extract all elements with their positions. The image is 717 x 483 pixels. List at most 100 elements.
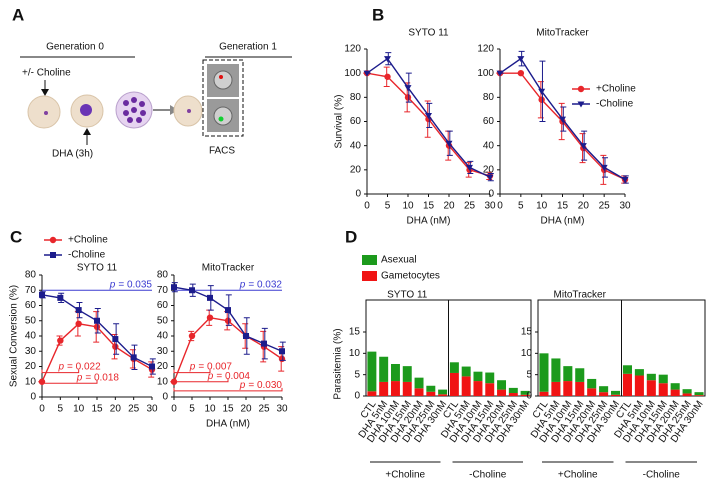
y-tick-label: 80 [483, 92, 495, 103]
bar-segment [508, 387, 518, 394]
marker [94, 317, 100, 324]
bar-segment [426, 385, 436, 392]
marker [404, 94, 412, 101]
y-tick-label: 10 [349, 348, 361, 359]
bar-segment [485, 372, 495, 384]
treatment-label: +/- Choline [22, 68, 71, 79]
p-label: = 0.032 [248, 279, 282, 290]
marker [486, 174, 494, 181]
schizont [123, 97, 146, 123]
series-line [366, 72, 491, 177]
y-tick-label: 40 [350, 140, 362, 151]
marker [466, 164, 473, 171]
bar-segment [670, 389, 680, 396]
y-axis-label: Sexual Conversion (%) [9, 285, 20, 387]
y-tick-label: 20 [157, 361, 169, 372]
marker [384, 73, 391, 80]
panel-label: A [12, 5, 24, 24]
bar-segment [551, 358, 561, 382]
p-value: p = 0.018 [76, 372, 120, 383]
x-tick-label: 30 [619, 201, 631, 212]
marker [577, 85, 585, 93]
p-symbol: p [207, 370, 214, 381]
p-value: p = 0.032 [239, 279, 283, 290]
bar-segment [379, 381, 389, 396]
marker [600, 164, 608, 171]
y-tick-label: 20 [483, 164, 495, 175]
marker [171, 284, 177, 291]
y-tick-label: 40 [157, 331, 169, 342]
p-value: p = 0.035 [109, 279, 153, 290]
marker [577, 101, 585, 108]
bar-segment [426, 391, 436, 396]
group-label: -Choline [469, 470, 507, 481]
y-tick-label: 80 [350, 92, 362, 103]
bracket [173, 369, 211, 374]
x-tick-label: 0 [497, 201, 503, 212]
y-tick-label: 10 [157, 376, 169, 387]
y-tick-label: 0 [162, 392, 168, 403]
chart-title: MitoTracker [554, 290, 607, 301]
bar-segment [670, 383, 680, 390]
marker [279, 348, 285, 355]
bracket [173, 387, 283, 392]
arrow-head [83, 128, 91, 135]
x-tick-label: 15 [91, 404, 103, 415]
x-tick-label: 20 [443, 201, 455, 212]
x-tick-label: 5 [58, 404, 64, 415]
bar-segment [367, 391, 377, 396]
x-tick-label: 15 [557, 201, 569, 212]
x-axis-label: DHA (nM) [206, 419, 250, 430]
marker [517, 69, 525, 77]
marker [57, 294, 64, 301]
y-tick-label: 80 [25, 270, 37, 281]
legend-label: +Choline [68, 235, 108, 246]
bar-segment [658, 383, 668, 396]
y-tick-label: 10 [25, 376, 37, 387]
x-tick-label: 25 [258, 404, 270, 415]
bar-segment [599, 392, 609, 396]
y-tick-label: 20 [25, 361, 37, 372]
x-tick-label: 10 [536, 201, 548, 212]
bracket [41, 369, 80, 374]
bar-segment [402, 381, 412, 396]
y-tick-label: 15 [521, 327, 533, 338]
legend-label: Asexual [381, 255, 417, 266]
bar-segment [390, 364, 400, 382]
bar-segment [367, 351, 377, 392]
x-tick-label: 30 [484, 201, 496, 212]
bar-segment [646, 373, 656, 381]
marker [39, 291, 45, 298]
x-tick-label: 15 [423, 201, 435, 212]
bar-segment [634, 375, 644, 396]
panel-label: D [345, 227, 357, 246]
marker [538, 88, 546, 95]
bar-segment [551, 381, 561, 396]
bar-segment [611, 390, 621, 395]
p-label: = 0.035 [118, 279, 152, 290]
bar-segment [622, 365, 632, 374]
marker [130, 354, 137, 361]
marker [206, 314, 214, 321]
y-tick-label: 100 [477, 68, 494, 79]
y-tick-label: 120 [344, 44, 361, 55]
p-value: p = 0.007 [189, 361, 233, 372]
drug-label: DHA (3h) [52, 149, 93, 160]
bar-segment [575, 381, 585, 396]
p-label: = 0.007 [198, 361, 232, 372]
group-label: +Choline [385, 470, 425, 481]
y-tick-label: 30 [157, 346, 169, 357]
marker [224, 317, 232, 324]
x-tick-label: 10 [73, 404, 85, 415]
bar-segment [658, 374, 668, 384]
facs-box [202, 59, 244, 137]
marker [112, 343, 119, 350]
x-axis-label: DHA (nM) [407, 216, 451, 227]
bar-segment [694, 395, 704, 396]
arrow-head [41, 89, 49, 96]
cell [27, 95, 61, 129]
y-tick-label: 60 [483, 116, 495, 127]
bar-segment [461, 366, 471, 377]
bar-segment [622, 373, 632, 396]
